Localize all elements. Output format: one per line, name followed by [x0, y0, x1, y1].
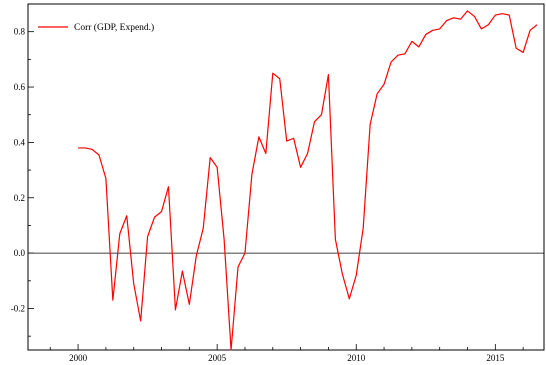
- y-tick-label: 0.2: [14, 193, 25, 203]
- x-tick-label: 2015: [486, 353, 505, 363]
- legend-label: Corr (GDP, Expend.): [74, 22, 154, 33]
- y-tick-label: 0.4: [14, 137, 26, 147]
- x-tick-label: 2000: [69, 353, 88, 363]
- legend: Corr (GDP, Expend.): [38, 22, 154, 33]
- y-tick-label: 0.6: [14, 82, 26, 92]
- plot-frame: [27, 3, 545, 351]
- x-tick-label: 2010: [347, 353, 366, 363]
- series-line-corr-gdp-expend: [78, 10, 538, 351]
- y-tick-label: -0.2: [11, 303, 25, 313]
- tick-layer: 2000 2005 2010 2015 -0.2 0.0 0.2 0.4 0.6 0.8: [11, 3, 524, 363]
- y-tick-label: 0.8: [14, 27, 26, 37]
- y-tick-label: 0.0: [14, 248, 26, 258]
- x-tick-label: 2005: [208, 353, 227, 363]
